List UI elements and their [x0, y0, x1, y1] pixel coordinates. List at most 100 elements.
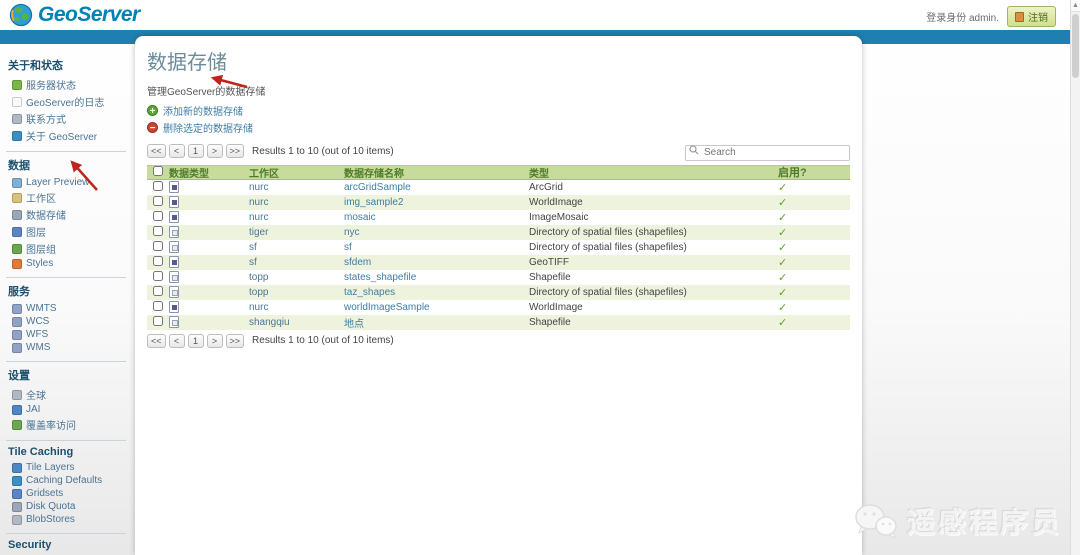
disk-quota-icon [12, 501, 22, 512]
watermark-text: 遥感程序员 [906, 507, 1062, 538]
sidebar-item[interactable]: WFS [8, 328, 124, 341]
store-type-cell: ImageMosaic [529, 211, 589, 223]
store-name-link[interactable]: taz_shapes [344, 286, 396, 298]
pagination-prev-button[interactable]: < [168, 144, 185, 159]
row-checkbox[interactable] [153, 210, 163, 221]
sidebar-item[interactable]: 覆盖率访问 [8, 416, 124, 433]
server-status-icon [12, 79, 22, 90]
sidebar-item[interactable]: 联系方式 [8, 110, 124, 127]
store-name-link[interactable]: 地点 [344, 318, 364, 330]
sidebar-item[interactable]: Gridsets [8, 487, 124, 500]
column-header-enabled[interactable]: 启用? [778, 167, 807, 179]
stores-icon [12, 209, 22, 220]
raster-store-icon [169, 196, 179, 208]
sidebar-section-tile-caching: Tile Caching Tile Layers Caching Default… [6, 441, 126, 534]
row-checkbox[interactable] [153, 270, 163, 281]
row-checkbox[interactable] [153, 255, 163, 266]
enabled-check: ✓ [778, 196, 788, 209]
pagination-page-button[interactable]: 1 [187, 333, 204, 348]
sidebar-item[interactable]: 图层 [8, 223, 124, 240]
store-name-link[interactable]: arcGridSample [344, 181, 411, 193]
enabled-check: ✓ [778, 211, 788, 224]
column-header-workspace[interactable]: 工作区 [249, 168, 279, 180]
raster-store-icon [169, 211, 179, 223]
geoserver-logo[interactable]: GeoServer [8, 2, 140, 28]
column-header-store-name[interactable]: 数据存储名称 [344, 168, 404, 180]
enabled-check: ✓ [778, 301, 788, 314]
pagination-prev-button[interactable]: < [168, 333, 185, 348]
enabled-check: ✓ [778, 241, 788, 254]
sidebar-item[interactable]: WCS [8, 315, 124, 328]
store-type-cell: Directory of spatial files (shapefiles) [529, 286, 687, 298]
sidebar-item[interactable]: Layer Preview [8, 176, 124, 189]
enabled-check: ✓ [778, 256, 788, 269]
column-header-data-type[interactable]: 数据类型 [169, 168, 209, 180]
pagination-next-button[interactable]: > [206, 333, 223, 348]
remove-store-link[interactable]: − 删除选定的数据存储 [147, 120, 850, 135]
styles-icon [12, 258, 22, 269]
pagination-page-button[interactable]: 1 [187, 144, 204, 159]
sidebar-item[interactable]: BlobStores [8, 513, 124, 526]
sidebar-item[interactable]: 全球 [8, 386, 124, 403]
enabled-check: ✓ [778, 316, 788, 329]
store-name-link[interactable]: worldImageSample [344, 301, 430, 313]
sidebar-item[interactable]: WMTS [8, 302, 124, 315]
pagination-first-button[interactable]: << [147, 333, 166, 348]
sidebar-item[interactable]: 工作区 [8, 189, 124, 206]
sidebar-section-settings: 设置 全球 JAI 覆盖率访问 [6, 362, 126, 441]
row-checkbox[interactable] [153, 300, 163, 311]
sidebar-item[interactable]: Styles [8, 257, 124, 270]
vector-store-icon [169, 316, 179, 328]
scrollbar-up-arrow[interactable]: ▲ [1071, 0, 1080, 12]
table-row: topp states_shapefile Shapefile ✓ [147, 270, 850, 285]
column-header-type[interactable]: 类型 [529, 168, 549, 180]
login-area: 登录身份 admin. 注销 [926, 6, 1056, 27]
workspace-cell: nurc [249, 301, 269, 313]
row-checkbox[interactable] [153, 180, 163, 191]
page-title: 数据存储 [147, 52, 227, 74]
sidebar-item[interactable]: 服务器状态 [8, 76, 124, 93]
store-name-link[interactable]: nyc [344, 226, 360, 238]
store-name-link[interactable]: mosaic [344, 211, 376, 223]
scrollbar-thumb[interactable] [1072, 14, 1079, 78]
vector-store-icon [169, 271, 179, 283]
sidebar-item[interactable]: JAI [8, 403, 124, 416]
workspace-cell: tiger [249, 226, 269, 238]
search-icon [689, 145, 699, 155]
sidebar-item[interactable]: Caching Defaults [8, 474, 124, 487]
row-checkbox[interactable] [153, 225, 163, 236]
results-text: Results 1 to 10 (out of 10 items) [252, 145, 394, 157]
store-name-link[interactable]: sfdem [344, 256, 372, 268]
vector-store-icon [169, 241, 179, 253]
store-type-cell: WorldImage [529, 301, 583, 313]
select-all-checkbox[interactable] [153, 165, 163, 176]
add-store-link[interactable]: + 添加新的数据存储 [147, 103, 850, 118]
sidebar-item[interactable]: GeoServer的日志 [8, 93, 124, 110]
sidebar-section-title: 设置 [8, 370, 30, 382]
logout-button[interactable]: 注销 [1007, 6, 1056, 27]
sidebar-item[interactable]: Disk Quota [8, 500, 124, 513]
search-input[interactable] [685, 144, 850, 161]
store-name-link[interactable]: sf [344, 241, 352, 253]
login-status-text: 登录身份 admin. [926, 13, 999, 24]
wfs-icon [12, 329, 22, 340]
pagination-next-button[interactable]: > [206, 144, 223, 159]
sidebar-item[interactable]: Tile Layers [8, 461, 124, 474]
store-type-cell: Directory of spatial files (shapefiles) [529, 226, 687, 238]
sidebar-item[interactable]: 图层组 [8, 240, 124, 257]
row-checkbox[interactable] [153, 240, 163, 251]
scrollbar[interactable]: ▲ [1070, 0, 1080, 555]
sidebar-item[interactable]: 数据存储 [8, 206, 124, 223]
sidebar-section-data: 数据 Layer Preview 工作区 数据存储 图层 图层组 [6, 152, 126, 278]
pagination-last-button[interactable]: >> [225, 333, 245, 348]
row-checkbox[interactable] [153, 315, 163, 326]
wechat-logo-icon [855, 504, 898, 540]
row-checkbox[interactable] [153, 285, 163, 296]
pagination-last-button[interactable]: >> [225, 144, 245, 159]
row-checkbox[interactable] [153, 195, 163, 206]
store-name-link[interactable]: states_shapefile [344, 271, 417, 283]
sidebar-item[interactable]: WMS [8, 341, 124, 354]
pagination-first-button[interactable]: << [147, 144, 166, 159]
sidebar-item[interactable]: 关于 GeoServer [8, 127, 124, 144]
store-name-link[interactable]: img_sample2 [344, 196, 404, 208]
